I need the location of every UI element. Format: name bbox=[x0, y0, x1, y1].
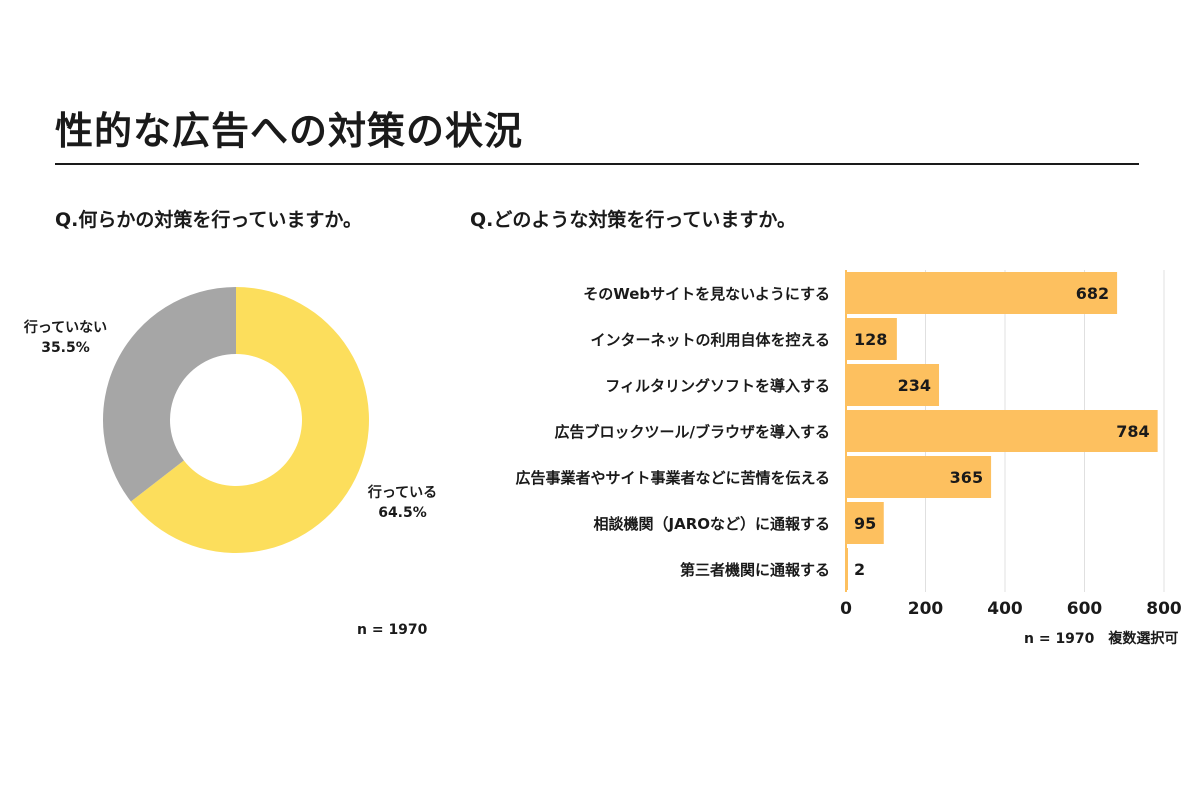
bar-3 bbox=[846, 410, 1158, 452]
value-label-4: 365 bbox=[950, 468, 983, 487]
value-label-1: 128 bbox=[854, 330, 887, 349]
bar-2 bbox=[846, 364, 940, 406]
pie-label-yes-name: 行っている bbox=[367, 485, 438, 501]
pie-label-no: 行っていない 35.5% bbox=[18, 318, 113, 358]
x-tick-label-3: 600 bbox=[1067, 599, 1103, 619]
x-tick-label-2: 400 bbox=[987, 599, 1023, 619]
value-label-2: 234 bbox=[898, 376, 931, 395]
page-title: 性的な広告への対策の状況 bbox=[55, 109, 524, 153]
bar-5 bbox=[846, 502, 884, 544]
x-tick-label-4: 800 bbox=[1146, 599, 1182, 619]
bar-1 bbox=[846, 318, 897, 360]
category-label-5: 相談機関（JAROなど）に通報する bbox=[594, 515, 831, 533]
category-label-1: インターネットの利用自体を控える bbox=[590, 331, 830, 349]
category-label-6: 第三者機関に通報する bbox=[680, 561, 830, 579]
pie-label-yes: 行っている 64.5% bbox=[355, 483, 450, 523]
value-label-3: 784 bbox=[1116, 422, 1149, 441]
x-tick-label-0: 0 bbox=[840, 599, 852, 619]
bar-0 bbox=[846, 272, 1118, 314]
bar-sample-note: n = 1970 複数選択可 bbox=[1024, 631, 1179, 647]
donut-question: Q.何らかの対策を行っていますか。 bbox=[55, 209, 363, 231]
x-tick-label-1: 200 bbox=[908, 599, 944, 619]
pie-label-yes-percent: 64.5% bbox=[378, 505, 427, 521]
category-label-4: 広告事業者やサイト事業者などに苦情を伝える bbox=[515, 469, 830, 487]
pie-label-no-name: 行っていない bbox=[23, 320, 108, 336]
pie-label-no-percent: 35.5% bbox=[41, 340, 90, 356]
donut-slice-0 bbox=[130, 287, 369, 553]
donut-slice-1 bbox=[103, 287, 237, 502]
value-label-6: 2 bbox=[854, 560, 865, 579]
bar-question: Q.どのような対策を行っていますか。 bbox=[470, 209, 797, 231]
value-label-0: 682 bbox=[1076, 284, 1109, 303]
category-label-3: 広告ブロックツール/ブラウザを導入する bbox=[555, 423, 830, 441]
value-label-5: 95 bbox=[854, 514, 876, 533]
bar-4 bbox=[846, 456, 992, 498]
category-label-2: フィルタリングソフトを導入する bbox=[605, 377, 830, 395]
category-label-0: そのWebサイトを見ないようにする bbox=[583, 285, 830, 303]
donut-sample-note: n = 1970 bbox=[357, 622, 428, 638]
title-divider bbox=[55, 163, 1139, 165]
